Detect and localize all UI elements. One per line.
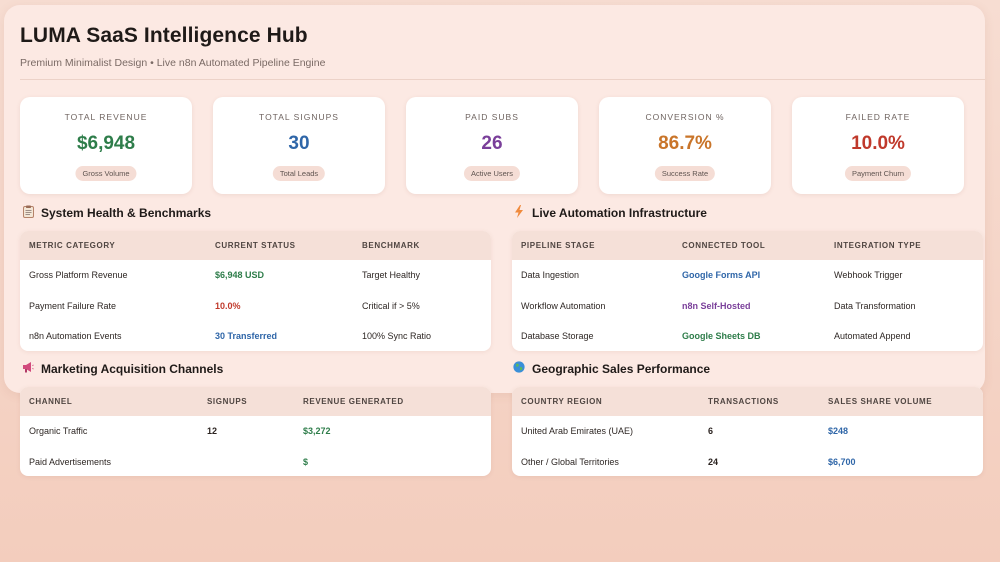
table-cell: United Arab Emirates (UAE): [521, 426, 634, 437]
page-title: LUMA SaaS Intelligence Hub: [20, 24, 308, 47]
kpi-label: PAID SUBS: [465, 112, 519, 122]
column-header: COUNTRY REGION: [521, 397, 603, 406]
section-heading-text: Geographic Sales Performance: [532, 361, 711, 376]
kpi-label: FAILED RATE: [845, 112, 911, 122]
table-header: PIPELINE STAGE CONNECTED TOOL INTEGRATIO…: [512, 231, 983, 260]
table-cell: $248: [828, 426, 849, 437]
table-cell: Organic Traffic: [29, 426, 88, 437]
column-header: CHANNEL: [29, 397, 73, 406]
section-heading-text: Marketing Acquisition Channels: [41, 361, 224, 376]
table-row: Database Storage Google Sheets DB Automa…: [512, 321, 983, 351]
section-heading-text: Live Automation Infrastructure: [532, 206, 707, 220]
table-header: COUNTRY REGION TRANSACTIONS SALES SHARE …: [512, 387, 983, 416]
table-row: Organic Traffic 12 $3,272: [20, 416, 491, 447]
table-cell: 6: [708, 426, 714, 437]
kpi-badge: Success Rate: [654, 166, 716, 181]
geographic-table: COUNTRY REGION TRANSACTIONS SALES SHARE …: [512, 387, 983, 476]
system-health-heading: System Health & Benchmarks: [22, 205, 211, 221]
table-cell: Workflow Automation: [521, 300, 606, 311]
table-cell: 12: [207, 426, 218, 437]
column-header: PIPELINE STAGE: [521, 241, 596, 250]
table-cell: Data Transformation: [834, 300, 916, 311]
table-cell: Gross Platform Revenue: [29, 270, 128, 281]
kpi-card-conversion: CONVERSION % 86.7% Success Rate: [599, 97, 771, 194]
kpi-value: 30: [288, 133, 310, 154]
table-row: Other / Global Territories 24 $6,700: [512, 447, 983, 477]
table-cell: Payment Failure Rate: [29, 300, 117, 311]
kpi-badge: Total Leads: [272, 166, 326, 181]
kpi-value: 86.7%: [658, 133, 712, 154]
table-row: Gross Platform Revenue $6,948 USD Target…: [20, 260, 491, 291]
column-header: SALES SHARE VOLUME: [828, 397, 933, 406]
section-heading-text: System Health & Benchmarks: [41, 206, 212, 220]
table-cell: Automated Append: [834, 331, 911, 342]
page-subtitle: Premium Minimalist Design • Live n8n Aut…: [20, 57, 326, 69]
table-cell: Data Ingestion: [521, 270, 580, 281]
lightning-icon: [513, 205, 525, 221]
header-divider: [20, 79, 985, 80]
automation-heading: Live Automation Infrastructure: [513, 205, 707, 221]
table-cell: $6,700: [828, 456, 856, 467]
table-row: Paid Advertisements $: [20, 447, 491, 477]
kpi-value: 26: [481, 133, 503, 154]
system-health-table: METRIC CATEGORY CURRENT STATUS BENCHMARK…: [20, 231, 491, 351]
marketing-heading: Marketing Acquisition Channels: [22, 361, 223, 376]
kpi-card-total-signups: TOTAL SIGNUPS 30 Total Leads: [213, 97, 385, 194]
automation-table: PIPELINE STAGE CONNECTED TOOL INTEGRATIO…: [512, 231, 983, 351]
table-cell: Other / Global Territories: [521, 456, 619, 467]
column-header: CONNECTED TOOL: [682, 241, 766, 250]
kpi-label: TOTAL REVENUE: [64, 112, 148, 122]
table-cell: Google Sheets DB: [682, 331, 761, 342]
table-row: n8n Automation Events 30 Transferred 100…: [20, 321, 491, 351]
table-cell: Database Storage: [521, 331, 594, 342]
megaphone-icon: [22, 361, 34, 376]
table-cell: $6,948 USD: [215, 270, 265, 281]
table-cell: 30 Transferred: [215, 331, 278, 342]
kpi-badge: Active Users: [463, 166, 521, 181]
table-cell: $: [303, 456, 309, 467]
kpi-card-paid-subs: PAID SUBS 26 Active Users: [406, 97, 578, 194]
table-row: Workflow Automation n8n Self-Hosted Data…: [512, 291, 983, 322]
table-cell: 24: [708, 456, 719, 467]
kpi-card-total-revenue: TOTAL REVENUE $6,948 Gross Volume: [20, 97, 192, 194]
table-row: United Arab Emirates (UAE) 6 $248: [512, 416, 983, 447]
globe-icon: [513, 361, 525, 376]
table-cell: Target Healthy: [362, 270, 421, 281]
column-header: TRANSACTIONS: [708, 397, 779, 406]
column-header: SIGNUPS: [207, 397, 248, 406]
kpi-value: $6,948: [76, 133, 136, 154]
kpi-card-failed-rate: FAILED RATE 10.0% Payment Churn: [792, 97, 964, 194]
kpi-badge: Payment Churn: [844, 166, 912, 181]
table-header: METRIC CATEGORY CURRENT STATUS BENCHMARK: [20, 231, 491, 260]
table-cell: n8n Self-Hosted: [682, 300, 751, 311]
table-cell: $3,272: [303, 426, 331, 437]
kpi-value: 10.0%: [851, 133, 905, 154]
clipboard-icon: [22, 205, 34, 221]
geographic-heading: Geographic Sales Performance: [513, 361, 710, 376]
table-cell: Google Forms API: [682, 270, 761, 281]
table-cell: 100% Sync Ratio: [362, 331, 432, 342]
table-cell: 10.0%: [215, 300, 241, 311]
table-cell: Paid Advertisements: [29, 456, 112, 467]
table-row: Payment Failure Rate 10.0% Critical if >…: [20, 291, 491, 322]
column-header: REVENUE GENERATED: [303, 397, 404, 406]
kpi-badge: Gross Volume: [75, 166, 137, 181]
column-header: BENCHMARK: [362, 241, 420, 250]
kpi-label: TOTAL SIGNUPS: [259, 112, 339, 122]
table-row: Data Ingestion Google Forms API Webhook …: [512, 260, 983, 291]
table-cell: Critical if > 5%: [362, 300, 420, 311]
column-header: INTEGRATION TYPE: [834, 241, 922, 250]
table-cell: n8n Automation Events: [29, 331, 122, 342]
column-header: METRIC CATEGORY: [29, 241, 116, 250]
kpi-label: CONVERSION %: [645, 112, 725, 122]
table-cell: Webhook Trigger: [834, 270, 903, 281]
column-header: CURRENT STATUS: [215, 241, 296, 250]
marketing-table: CHANNEL SIGNUPS REVENUE GENERATED Organi…: [20, 387, 491, 476]
table-header: CHANNEL SIGNUPS REVENUE GENERATED: [20, 387, 491, 416]
